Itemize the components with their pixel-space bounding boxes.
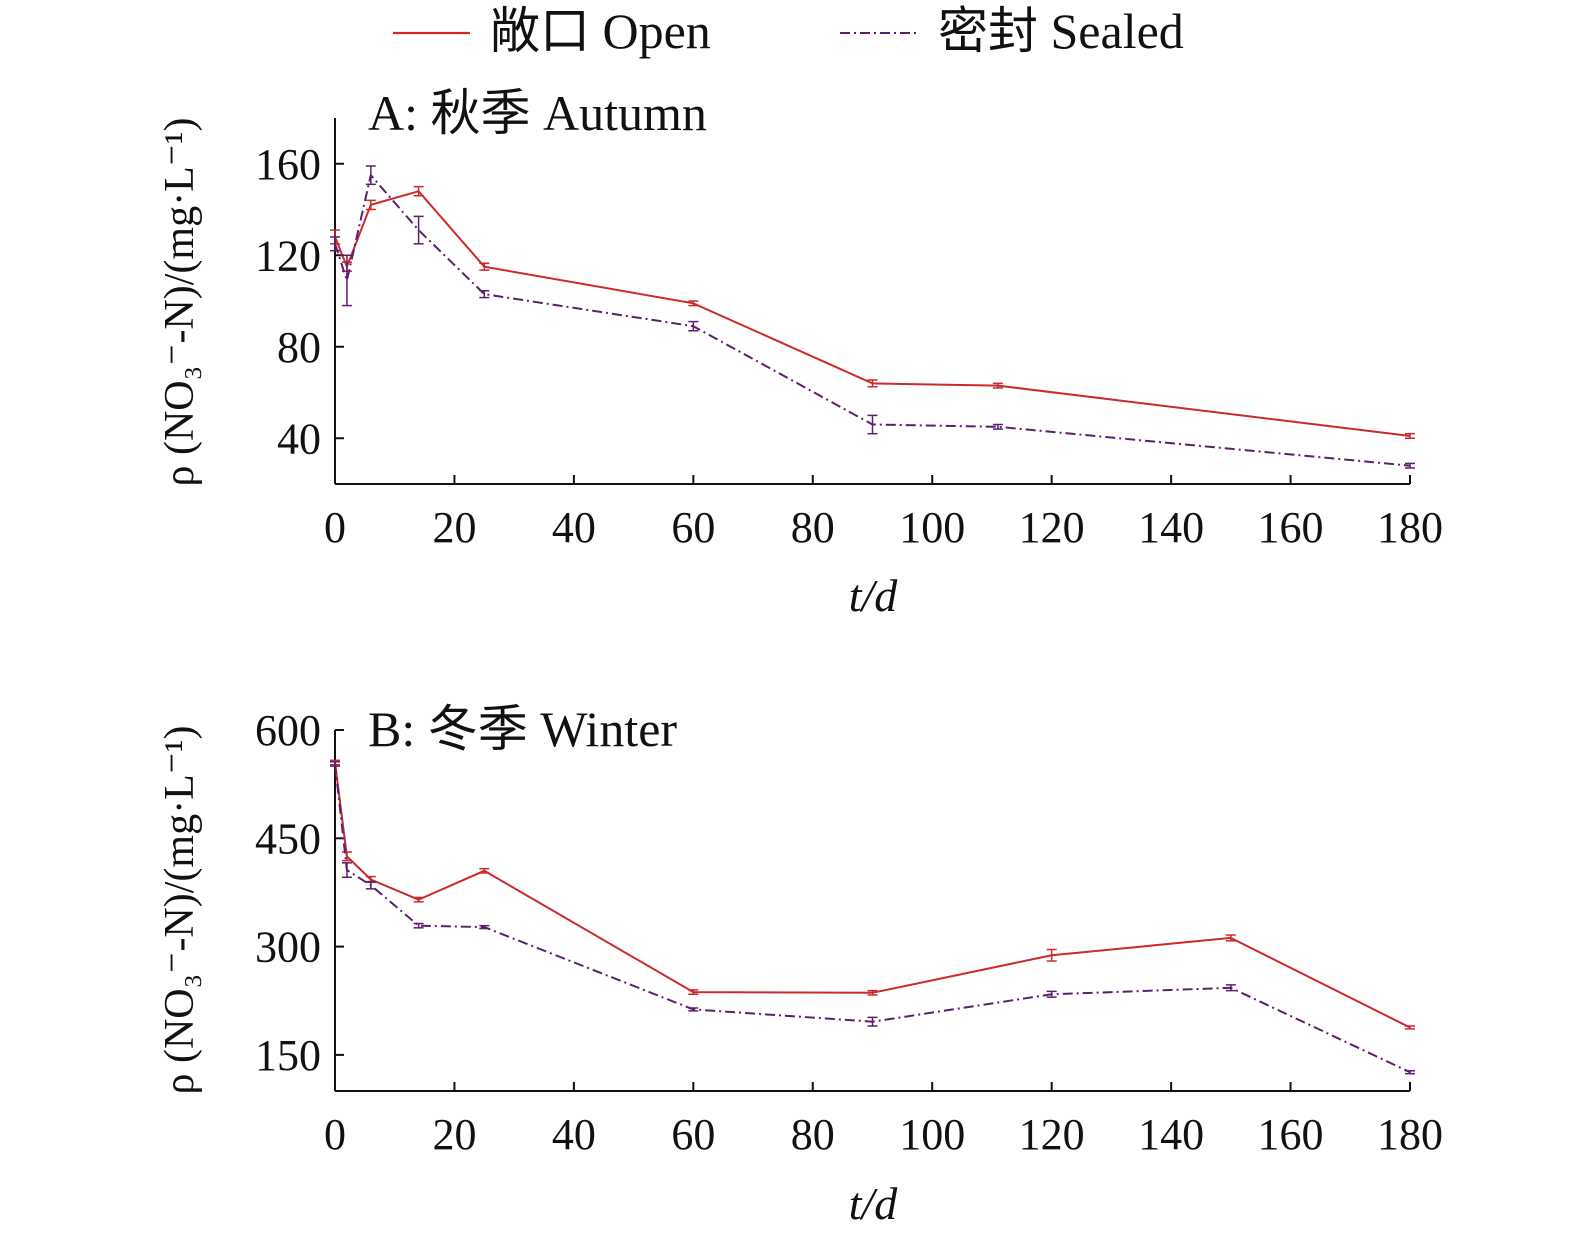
panel-winter-sealed-point — [1405, 1070, 1415, 1075]
panel-autumn-open-point — [479, 262, 490, 271]
panel-autumn-open-point — [867, 379, 878, 388]
panel-winter-axes: 0 20 40 60 80 100 120 140 160 180 150 300 450 600 — [255, 706, 1443, 1159]
panel-autumn-x-tick-label: 180 — [1377, 503, 1443, 552]
panel-winter-y-tick-label: 300 — [255, 923, 321, 972]
panel-autumn-open-line — [334, 190, 1411, 437]
panel-autumn-open-point — [1405, 432, 1415, 439]
panel-winter-sealed-point — [330, 761, 340, 767]
panel-winter-open-line — [334, 762, 1411, 1029]
panel-autumn-x-tick-label: 40 — [552, 503, 596, 552]
panel-autumn-x-tick-label: 20 — [432, 503, 476, 552]
panel-winter-sealed-point — [1225, 984, 1236, 992]
panel-autumn-y-tick-label: 120 — [255, 231, 321, 280]
panel-winter-sealed-line — [334, 763, 1411, 1074]
panel-autumn-x-tick-label: 160 — [1258, 503, 1324, 552]
panel-winter-sealed-point — [688, 1007, 699, 1012]
panel-autumn-y-tick-label: 160 — [255, 140, 321, 189]
panel-autumn: A: 秋季 Autumn 0 20 40 60 80 100 120 140 160 180 40 8… — [157, 85, 1443, 621]
panel-autumn-x-tick-label: 120 — [1019, 503, 1085, 552]
panel-autumn-sealed-point — [479, 289, 490, 299]
panel-autumn-x-tick-label: 140 — [1138, 503, 1204, 552]
panel-autumn-sealed-point — [992, 423, 1003, 430]
panel-autumn-open-point — [365, 199, 376, 211]
panel-winter-open-point — [1405, 1025, 1415, 1030]
panel-autumn-open-point — [992, 382, 1003, 389]
panel-winter-x-tick-label: 80 — [791, 1110, 835, 1159]
legend: 敞口 Open 密封 Sealed — [393, 3, 1184, 59]
panel-winter-open-point — [1225, 934, 1236, 942]
panel-winter-sealed-point — [1046, 990, 1057, 998]
panel-autumn-sealed-point — [341, 254, 352, 307]
panel-winter-x-tick-label: 40 — [552, 1110, 596, 1159]
panel-winter-x-tick-label: 60 — [671, 1110, 715, 1159]
panel-autumn-open-point — [688, 300, 699, 307]
panel-autumn-x-tick-label: 60 — [671, 503, 715, 552]
legend-open-label: 敞口 Open — [490, 3, 711, 59]
panel-autumn-sealed-point — [867, 414, 878, 435]
panel-autumn-y-tick-label: 80 — [277, 323, 321, 372]
panel-winter-x-tick-label: 0 — [324, 1110, 346, 1159]
panel-autumn-y-tick-label: 40 — [277, 414, 321, 463]
panel-autumn-sealed-point — [688, 320, 699, 332]
legend-sealed-label: 密封 Sealed — [938, 3, 1184, 59]
panel-winter-sealed-point — [413, 922, 424, 929]
panel-autumn-sealed-line — [334, 173, 1411, 467]
panel-winter-open-point — [867, 989, 878, 996]
panel-autumn-x-tick-label: 100 — [899, 503, 965, 552]
panel-winter-sealed-point — [365, 880, 376, 890]
panel-autumn-x-axis-label: t/d — [849, 570, 899, 621]
panel-winter-x-tick-label: 120 — [1019, 1110, 1085, 1159]
panel-autumn-series — [330, 165, 1415, 469]
panel-autumn-x-tick-label: 0 — [324, 503, 346, 552]
panel-winter: B: 冬季 Winter 0 20 40 60 80 100 120 140 160 180 150… — [157, 701, 1443, 1229]
panel-winter-sealed-point — [867, 1016, 878, 1027]
panel-autumn-open-point — [413, 185, 424, 197]
panel-winter-title: B: 冬季 Winter — [368, 701, 677, 757]
panel-winter-sealed-point — [479, 924, 490, 930]
panel-winter-y-axis-label: ρ (NO₃⁻-N)/(mg·L⁻¹) — [157, 726, 203, 1095]
panel-autumn-sealed-point — [413, 215, 424, 245]
panel-winter-y-tick-label: 600 — [255, 706, 321, 755]
panel-autumn-sealed-point — [330, 236, 340, 252]
panel-winter-open-point — [688, 989, 699, 996]
panel-autumn-axes: 0 20 40 60 80 100 120 140 160 180 40 80 120 160 — [255, 118, 1443, 552]
panel-autumn-title: A: 秋季 Autumn — [368, 85, 707, 141]
panel-winter-x-tick-label: 140 — [1138, 1110, 1204, 1159]
panel-winter-series — [330, 759, 1415, 1075]
panel-winter-open-point — [413, 896, 424, 903]
panel-winter-sealed-point — [341, 862, 352, 879]
panel-winter-x-axis-label: t/d — [849, 1178, 899, 1229]
panel-winter-x-tick-label: 100 — [899, 1110, 965, 1159]
panel-winter-y-tick-label: 150 — [255, 1031, 321, 1080]
panel-autumn-x-tick-label: 80 — [791, 503, 835, 552]
panel-winter-open-point — [479, 867, 490, 874]
panel-winter-open-point — [341, 851, 352, 862]
panel-winter-x-tick-label: 180 — [1377, 1110, 1443, 1159]
panel-autumn-y-axis-label: ρ (NO₃⁻-N)/(mg·L⁻¹) — [157, 118, 203, 487]
panel-winter-open-point — [1046, 948, 1057, 962]
panel-winter-x-tick-label: 20 — [432, 1110, 476, 1159]
panel-winter-y-tick-label: 450 — [255, 814, 321, 863]
panel-autumn-sealed-point — [1405, 462, 1415, 469]
panel-autumn-sealed-point — [365, 165, 376, 186]
panel-winter-x-tick-label: 160 — [1258, 1110, 1324, 1159]
